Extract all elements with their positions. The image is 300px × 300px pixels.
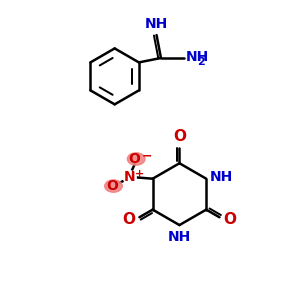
Text: NH: NH — [145, 17, 168, 32]
Text: O: O — [173, 129, 186, 144]
Text: O: O — [123, 212, 136, 226]
Text: O: O — [128, 152, 140, 166]
Text: NH: NH — [210, 170, 233, 184]
Text: NH: NH — [185, 50, 209, 64]
Circle shape — [123, 171, 136, 184]
Text: +: + — [135, 169, 144, 179]
Text: NH: NH — [168, 230, 191, 244]
Text: N: N — [124, 169, 136, 184]
Text: 2: 2 — [197, 56, 205, 67]
Text: −: − — [142, 149, 153, 163]
Ellipse shape — [127, 153, 145, 165]
Ellipse shape — [105, 180, 122, 192]
Text: O: O — [106, 179, 118, 193]
Text: O: O — [223, 212, 236, 226]
